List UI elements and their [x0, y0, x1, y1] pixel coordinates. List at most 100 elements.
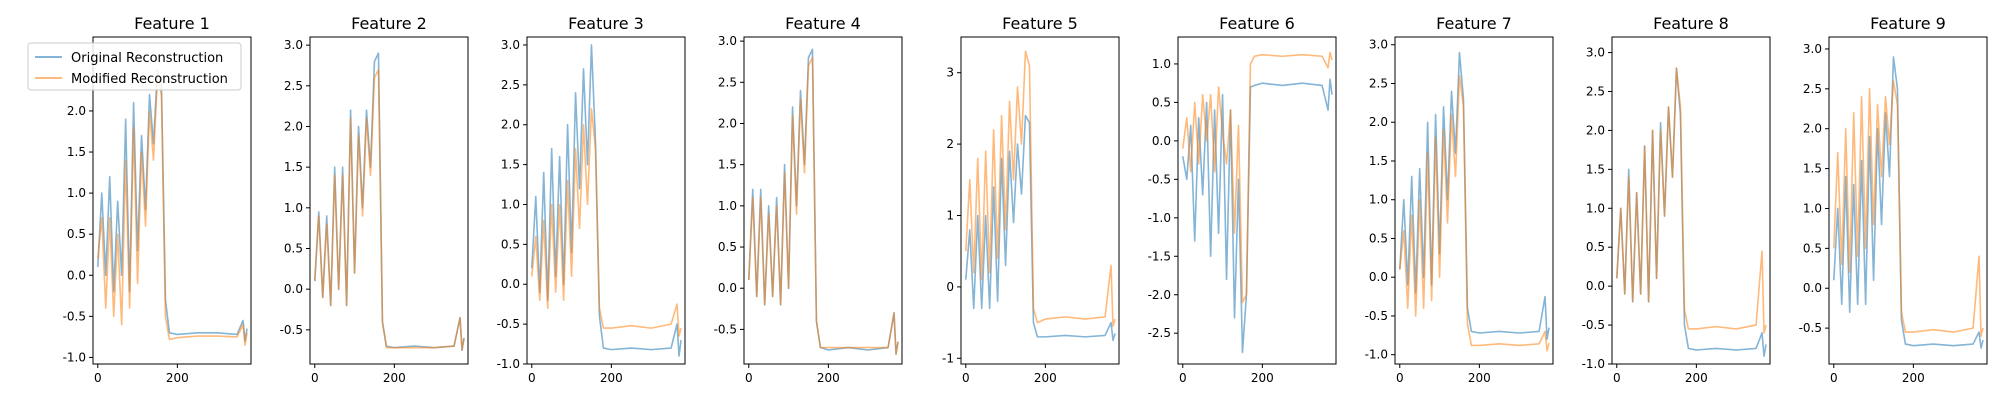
y-tick-label: -0.5	[1365, 309, 1388, 323]
y-tick-label: 2.0	[1803, 122, 1822, 136]
y-tick-label: 3.0	[1803, 42, 1822, 56]
y-tick-label: 0.5	[501, 237, 520, 251]
original-reconstruction-line	[1832, 56, 1984, 349]
y-tick-label: 2.5	[1369, 76, 1388, 90]
modified-reconstruction-line	[1615, 67, 1767, 334]
y-tick-label: -1.0	[63, 350, 86, 364]
legend: Original Reconstruction Modified Reconstr…	[27, 42, 242, 91]
plot-frame	[526, 36, 686, 365]
y-tick-label: 2.0	[284, 119, 303, 133]
y-tick-label: -0.5	[714, 322, 737, 336]
y-tick-label: 2.0	[67, 104, 86, 118]
x-tick-label: 0	[1613, 371, 1621, 385]
y-tick-label: 1.0	[718, 199, 737, 213]
subplot-8: -1.0 -0.5 0.0 0.5 1.0 1.5 2.0 2.5 3.0 0 200 Feature…	[1582, 14, 1771, 385]
y-tick-label: 1.0	[1152, 57, 1171, 71]
y-tick-label: -0.5	[1799, 321, 1822, 335]
y-tick-label: -2.5	[1148, 326, 1171, 340]
modified-reconstruction-line	[1398, 74, 1550, 352]
y-tick-label: -2.0	[1148, 288, 1171, 302]
y-tick-label: 1.0	[284, 201, 303, 215]
y-tick-label: 3.0	[1369, 38, 1388, 52]
modified-reconstruction-line	[96, 77, 248, 346]
x-tick-label: 0	[962, 371, 970, 385]
y-tick-label: 2.0	[501, 118, 520, 132]
x-tick-label: 200	[817, 371, 840, 385]
original-reconstruction-line	[1181, 78, 1333, 354]
y-tick-label: -1.0	[1365, 348, 1388, 362]
y-tick-label: 2.0	[718, 116, 737, 130]
x-tick-label: 0	[528, 371, 536, 385]
legend-label: Modified Reconstruction	[71, 72, 228, 87]
y-tick-label: 3.0	[1586, 46, 1605, 60]
y-tick-label: -1.0	[1582, 357, 1605, 371]
y-tick-label: 1.5	[284, 160, 303, 174]
y-tick-label: 1.0	[1369, 193, 1388, 207]
x-tick-label: 200	[1685, 371, 1708, 385]
y-tick-label: 0.5	[1152, 95, 1171, 109]
y-tick-label: -1.5	[1148, 249, 1171, 263]
y-tick-label: 2.5	[501, 78, 520, 92]
y-tick-label: 0	[946, 280, 954, 294]
x-tick-label: 200	[1468, 371, 1491, 385]
y-tick-label: 2.5	[1586, 85, 1605, 99]
y-tick-label: -1.0	[1148, 211, 1171, 225]
original-reconstruction-line	[1398, 51, 1550, 341]
y-tick-label: -1	[942, 351, 954, 365]
plot-frame	[1611, 36, 1771, 365]
y-tick-label: 0.5	[718, 240, 737, 254]
modified-reconstruction-line	[530, 107, 682, 337]
x-tick-label: 0	[1179, 371, 1187, 385]
subplot-title: Feature 9	[1870, 14, 1946, 33]
y-tick-label: 2.5	[284, 79, 303, 93]
subplot-2: -0.5 0.0 0.5 1.0 1.5 2.0 2.5 3.0 0 200 Feature 2	[280, 14, 469, 385]
x-tick-label: 0	[94, 371, 102, 385]
y-tick-label: -0.5	[63, 309, 86, 323]
y-tick-label: 0.0	[1152, 134, 1171, 148]
plot-frame	[960, 36, 1120, 365]
y-tick-label: 0.5	[1586, 240, 1605, 254]
subplot-1: -1.0 -0.5 0.0 0.5 1.0 1.5 2.0 0 200 Feature 1	[63, 14, 252, 385]
y-tick-label: 0.0	[501, 277, 520, 291]
subplot-title: Feature 1	[134, 14, 210, 33]
y-tick-label: 2.0	[1586, 123, 1605, 137]
subplot-title: Feature 5	[1002, 14, 1078, 33]
subplot-7: -1.0 -0.5 0.0 0.5 1.0 1.5 2.0 2.5 3.0 0 200 Feature…	[1365, 14, 1554, 385]
x-tick-label: 200	[1902, 371, 1925, 385]
subplot-title: Feature 7	[1436, 14, 1512, 33]
y-tick-label: 2.5	[718, 75, 737, 89]
y-tick-label: 2.0	[1369, 115, 1388, 129]
y-tick-label: 1.5	[67, 145, 86, 159]
plot-frame	[1828, 36, 1988, 365]
y-tick-label: 1.5	[718, 158, 737, 172]
y-tick-label: 1.0	[67, 186, 86, 200]
modified-reconstruction-line	[1832, 80, 1984, 337]
y-tick-label: -1.0	[497, 357, 520, 371]
legend-label: Original Reconstruction	[71, 51, 223, 66]
subplot-4: -0.5 0.0 0.5 1.0 1.5 2.0 2.5 3.0 0 200 Feature 4	[714, 14, 903, 385]
legend-box	[27, 42, 242, 91]
subplot-title: Feature 2	[351, 14, 427, 33]
y-tick-label: 1.5	[1803, 162, 1822, 176]
plot-frame	[92, 36, 252, 365]
modified-reconstruction-line	[964, 50, 1116, 327]
subplot-5: -1 0 1 2 3 0 200 Feature 5	[942, 14, 1120, 385]
y-tick-label: 3.0	[284, 38, 303, 52]
x-tick-label: 200	[166, 371, 189, 385]
modified-reconstruction-line	[1181, 51, 1333, 304]
original-reconstruction-line	[964, 114, 1116, 342]
subplot-title: Feature 8	[1653, 14, 1729, 33]
y-tick-label: 0.0	[284, 282, 303, 296]
y-tick-label: 0.0	[67, 268, 86, 282]
plot-frame	[743, 36, 903, 365]
subplot-title: Feature 6	[1219, 14, 1295, 33]
y-tick-label: 3	[946, 66, 954, 80]
x-tick-label: 200	[600, 371, 623, 385]
x-tick-label: 200	[383, 371, 406, 385]
plot-frame	[1177, 36, 1337, 365]
y-tick-label: 1.0	[501, 197, 520, 211]
y-tick-label: 3.0	[501, 38, 520, 52]
y-tick-label: -0.5	[1582, 318, 1605, 332]
subplot-title: Feature 4	[785, 14, 861, 33]
